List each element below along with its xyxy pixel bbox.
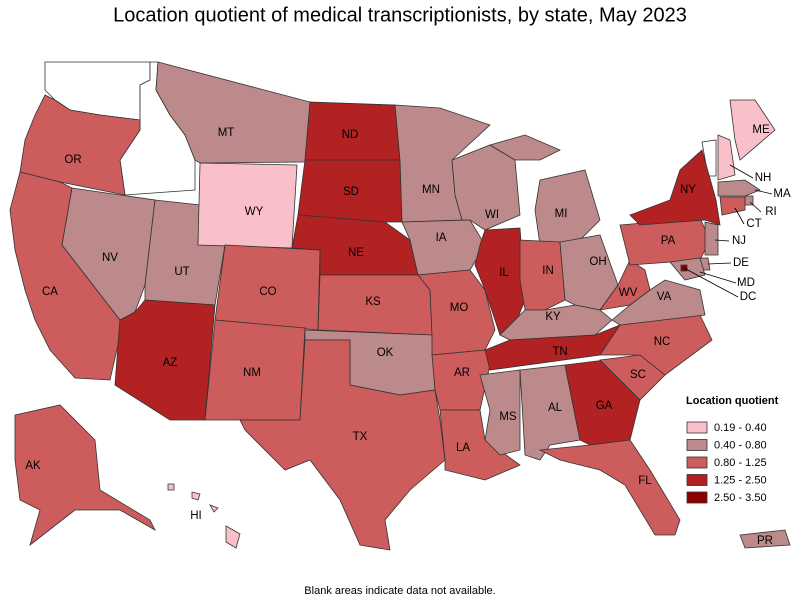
legend: 0.19 - 0.40 0.40 - 0.80 0.80 - 1.25 1.25 - …: [686, 421, 767, 504]
leader-line: [707, 262, 732, 265]
state-label: NY: [680, 184, 696, 196]
state-label: MD: [737, 277, 755, 289]
state-labels: OR CA NV UT AZ MT WY CO NM ND SD NE KS OK TX MN IA MO AR LA…: [25, 124, 791, 547]
state: [717, 134, 736, 181]
leader-line: [714, 239, 730, 242]
legend-label: 1.25 - 2.50: [714, 474, 767, 486]
state: [704, 221, 719, 256]
state-label: MS: [499, 411, 517, 423]
legend-swatch: [686, 421, 708, 434]
legend-label: 2.50 - 3.50: [714, 492, 767, 504]
state: [114, 299, 216, 421]
state-label: NC: [654, 336, 671, 348]
state-label: HI: [190, 510, 202, 522]
state: [439, 409, 521, 481]
state-label: ND: [342, 129, 359, 141]
state-label: AZ: [163, 357, 178, 369]
state-label: PR: [757, 535, 773, 547]
map-title: Location quotient of medical transcripti…: [113, 4, 687, 26]
state: [538, 439, 681, 536]
state-label: IN: [542, 265, 554, 277]
legend-swatch: [686, 474, 708, 486]
leader-line: [754, 189, 773, 195]
leader-line: [749, 201, 762, 213]
legend-label: 0.19 - 0.40: [714, 422, 767, 434]
state-label: DE: [733, 257, 749, 269]
state-label: NH: [755, 172, 772, 184]
state-label: IA: [436, 232, 447, 244]
state-label: SD: [343, 186, 359, 198]
state-label: NJ: [732, 235, 746, 247]
state-label: RI: [765, 206, 777, 218]
state-label: MN: [422, 184, 440, 196]
state: [739, 529, 791, 549]
state-label: UT: [174, 266, 189, 278]
state-label: GA: [596, 400, 613, 412]
state-label: MO: [450, 302, 469, 314]
state-label: TN: [552, 346, 567, 358]
state-label: AK: [25, 460, 41, 472]
legend-swatch: [686, 439, 708, 451]
leader-line: [729, 164, 754, 179]
state-label: VA: [657, 291, 672, 303]
state: [599, 259, 651, 311]
leader-line: [683, 267, 739, 298]
state: [297, 159, 403, 223]
state-label: KY: [545, 311, 561, 323]
state: [225, 525, 241, 549]
state-label: SC: [630, 369, 646, 381]
state: [19, 94, 141, 196]
state-label: MI: [555, 208, 568, 220]
legend-swatch: [686, 491, 708, 504]
legend-label: 0.40 - 0.80: [714, 439, 767, 451]
state: [209, 504, 219, 513]
state-label: LA: [456, 442, 470, 454]
state-label: NM: [243, 367, 261, 379]
leader-line: [699, 271, 737, 284]
legend-title: Location quotient: [686, 395, 779, 407]
state-label: WY: [245, 206, 264, 218]
state-label: OK: [377, 347, 394, 359]
state-label: ME: [752, 124, 770, 136]
no-data-states: [44, 61, 717, 196]
state-label: AR: [454, 367, 470, 379]
state-label: KS: [365, 296, 381, 308]
state-label: MT: [218, 127, 235, 139]
legend-swatch: [686, 456, 708, 469]
state-label: WV: [619, 287, 638, 299]
state-label: NE: [348, 247, 364, 259]
state: [717, 179, 761, 197]
state: [629, 149, 721, 226]
state-label: WI: [485, 209, 499, 221]
state-label: CT: [746, 218, 761, 230]
state-label: IL: [499, 267, 509, 279]
state: [489, 134, 561, 161]
state: [191, 491, 201, 501]
state-label: MA: [773, 188, 791, 200]
state-label: OR: [64, 154, 81, 166]
state-label: OH: [589, 256, 606, 268]
state-label: FL: [638, 475, 652, 487]
state: [719, 196, 746, 216]
state: [14, 404, 156, 547]
state-label: TX: [353, 431, 368, 443]
states: [9, 61, 791, 551]
leader-line: [734, 207, 745, 225]
legend-label: 0.80 - 1.25: [714, 457, 767, 469]
state-label: NV: [102, 252, 118, 264]
state: [534, 169, 601, 246]
state: [167, 483, 175, 491]
state: [729, 99, 776, 161]
note: Blank areas indicate data not available.: [304, 585, 495, 597]
state-label: CA: [42, 286, 58, 298]
state-label: DC: [740, 291, 757, 303]
state-label: AL: [548, 402, 563, 414]
state: [239, 339, 446, 551]
state-label: PA: [661, 235, 676, 247]
state-label: CO: [259, 286, 276, 298]
